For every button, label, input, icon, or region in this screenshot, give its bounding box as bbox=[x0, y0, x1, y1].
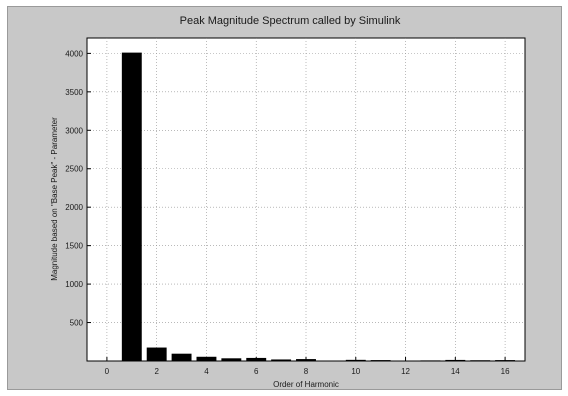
bar-13 bbox=[420, 360, 441, 361]
y-tick-label: 500 bbox=[70, 319, 84, 328]
bar-15 bbox=[470, 360, 491, 361]
ticks: 0 2 4 6 8 10 12 14 16 500 1000 1500 2000 2500 3000 3500… bbox=[65, 49, 510, 376]
grid bbox=[87, 38, 525, 361]
bar-5 bbox=[221, 358, 242, 361]
y-axis-label: Magnitude based on "Base Peak" - Paramet… bbox=[50, 117, 59, 281]
bar-7 bbox=[271, 359, 292, 361]
bar-11 bbox=[370, 360, 391, 361]
bar-3 bbox=[171, 353, 192, 361]
y-tick-label: 2000 bbox=[65, 203, 83, 212]
y-tick-label: 3500 bbox=[65, 88, 83, 97]
x-tick-label: 12 bbox=[401, 367, 410, 376]
y-tick-label: 1000 bbox=[65, 280, 83, 289]
x-tick-label: 10 bbox=[351, 367, 360, 376]
x-tick-label: 16 bbox=[501, 367, 510, 376]
x-tick-label: 4 bbox=[204, 367, 209, 376]
y-tick-label: 2500 bbox=[65, 165, 83, 174]
bar-2 bbox=[146, 347, 167, 361]
x-tick-label: 8 bbox=[304, 367, 309, 376]
chart-title: Peak Magnitude Spectrum called by Simuli… bbox=[180, 15, 401, 27]
bar-1 bbox=[121, 52, 142, 361]
y-tick-label: 3000 bbox=[65, 126, 83, 135]
x-tick-label: 6 bbox=[254, 367, 259, 376]
x-tick-label: 0 bbox=[105, 367, 110, 376]
x-tick-label: 14 bbox=[451, 367, 460, 376]
y-tick-label: 1500 bbox=[65, 242, 83, 251]
y-tick-label: 4000 bbox=[65, 49, 83, 58]
x-tick-label: 2 bbox=[154, 367, 159, 376]
x-axis-label: Order of Harmonic bbox=[273, 380, 339, 389]
